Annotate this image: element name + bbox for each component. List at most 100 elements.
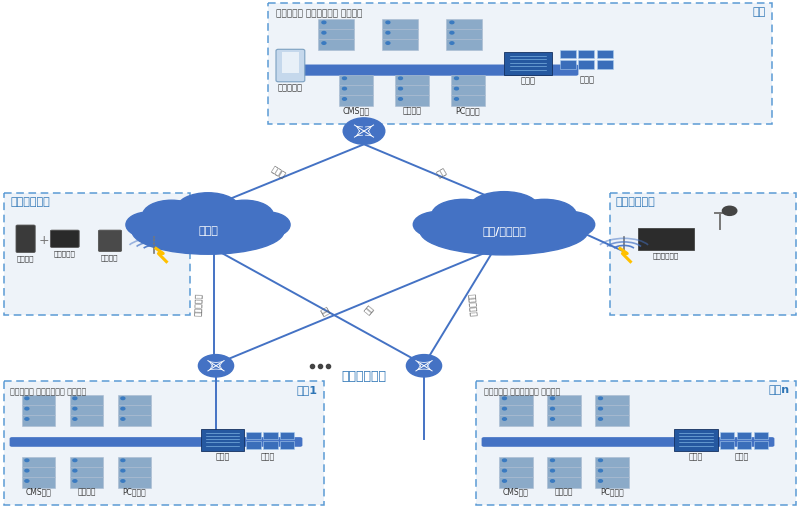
Circle shape xyxy=(550,469,554,472)
FancyBboxPatch shape xyxy=(276,49,305,82)
FancyBboxPatch shape xyxy=(246,432,261,439)
FancyBboxPatch shape xyxy=(446,40,482,50)
Text: CMS服务: CMS服务 xyxy=(503,488,529,497)
FancyBboxPatch shape xyxy=(280,432,294,439)
Text: 解码器: 解码器 xyxy=(689,452,703,461)
Circle shape xyxy=(343,118,385,144)
Text: 安卓单兵: 安卓单兵 xyxy=(17,255,34,262)
FancyBboxPatch shape xyxy=(282,52,299,73)
Text: 解码器: 解码器 xyxy=(215,452,230,461)
Circle shape xyxy=(121,418,125,420)
Text: 流媒体服务 智能分析服务 应用服务: 流媒体服务 智能分析服务 应用服务 xyxy=(276,9,362,18)
FancyBboxPatch shape xyxy=(263,441,278,449)
FancyBboxPatch shape xyxy=(318,29,354,40)
Circle shape xyxy=(386,21,390,24)
Circle shape xyxy=(121,459,125,462)
Circle shape xyxy=(25,480,29,482)
Text: 存储服务: 存储服务 xyxy=(402,107,422,116)
Circle shape xyxy=(342,77,346,80)
FancyBboxPatch shape xyxy=(118,395,151,405)
Text: 专线: 专线 xyxy=(435,166,448,179)
Circle shape xyxy=(502,459,506,462)
Text: 背包便携: 背包便携 xyxy=(101,254,118,261)
Circle shape xyxy=(73,407,77,410)
FancyBboxPatch shape xyxy=(547,478,581,488)
FancyBboxPatch shape xyxy=(578,50,594,58)
Circle shape xyxy=(322,21,326,24)
FancyBboxPatch shape xyxy=(595,457,629,467)
FancyBboxPatch shape xyxy=(547,457,581,467)
FancyBboxPatch shape xyxy=(22,467,55,478)
FancyBboxPatch shape xyxy=(754,441,768,449)
FancyBboxPatch shape xyxy=(547,416,581,426)
FancyBboxPatch shape xyxy=(246,441,261,449)
Ellipse shape xyxy=(142,200,200,230)
Text: 单兵执法监控: 单兵执法监控 xyxy=(10,197,50,207)
FancyBboxPatch shape xyxy=(382,19,418,29)
FancyBboxPatch shape xyxy=(4,381,324,505)
Circle shape xyxy=(450,31,454,34)
FancyBboxPatch shape xyxy=(451,85,485,96)
Text: 屏幕墙: 屏幕墙 xyxy=(261,452,275,461)
Text: 互联网: 互联网 xyxy=(198,226,218,236)
Circle shape xyxy=(25,418,29,420)
FancyBboxPatch shape xyxy=(720,432,734,439)
Text: CMS服务: CMS服务 xyxy=(342,107,370,116)
FancyBboxPatch shape xyxy=(597,60,613,69)
Circle shape xyxy=(502,418,506,420)
Text: 移动客户端: 移动客户端 xyxy=(278,84,303,93)
FancyBboxPatch shape xyxy=(547,395,581,405)
Circle shape xyxy=(598,407,602,410)
FancyBboxPatch shape xyxy=(446,19,482,29)
FancyBboxPatch shape xyxy=(22,416,55,426)
FancyBboxPatch shape xyxy=(560,60,576,69)
FancyBboxPatch shape xyxy=(70,395,103,405)
Circle shape xyxy=(398,98,402,100)
FancyBboxPatch shape xyxy=(482,437,774,447)
FancyBboxPatch shape xyxy=(280,441,294,449)
FancyBboxPatch shape xyxy=(118,478,151,488)
FancyBboxPatch shape xyxy=(578,60,594,69)
Circle shape xyxy=(454,87,458,90)
FancyBboxPatch shape xyxy=(674,429,718,451)
FancyBboxPatch shape xyxy=(560,50,576,58)
Ellipse shape xyxy=(420,207,588,255)
Circle shape xyxy=(550,397,554,400)
FancyBboxPatch shape xyxy=(382,40,418,50)
Text: 高院: 高院 xyxy=(752,7,766,17)
Circle shape xyxy=(121,480,125,482)
Circle shape xyxy=(598,480,602,482)
FancyBboxPatch shape xyxy=(382,29,418,40)
FancyBboxPatch shape xyxy=(50,230,79,247)
FancyBboxPatch shape xyxy=(499,416,533,426)
Text: 专线: 专线 xyxy=(318,306,331,319)
Circle shape xyxy=(386,31,390,34)
Text: 分院互联网: 分院互联网 xyxy=(466,293,478,316)
Text: 互联网: 互联网 xyxy=(270,165,287,180)
Circle shape xyxy=(550,480,554,482)
Circle shape xyxy=(386,42,390,44)
FancyBboxPatch shape xyxy=(70,405,103,416)
FancyBboxPatch shape xyxy=(395,96,429,106)
Text: +: + xyxy=(38,234,50,247)
Text: 专线: 专线 xyxy=(363,303,376,316)
FancyBboxPatch shape xyxy=(22,395,55,405)
Circle shape xyxy=(121,469,125,472)
FancyBboxPatch shape xyxy=(595,416,629,426)
Circle shape xyxy=(73,418,77,420)
FancyBboxPatch shape xyxy=(505,52,552,75)
FancyBboxPatch shape xyxy=(339,75,373,85)
FancyBboxPatch shape xyxy=(70,457,103,467)
Circle shape xyxy=(722,206,737,215)
FancyBboxPatch shape xyxy=(499,467,533,478)
FancyBboxPatch shape xyxy=(318,19,354,29)
FancyBboxPatch shape xyxy=(595,405,629,416)
Circle shape xyxy=(25,459,29,462)
Circle shape xyxy=(502,469,506,472)
FancyBboxPatch shape xyxy=(547,405,581,416)
Ellipse shape xyxy=(469,192,539,225)
Circle shape xyxy=(398,77,402,80)
Text: 外接摄像机: 外接摄像机 xyxy=(54,250,76,257)
Ellipse shape xyxy=(216,200,274,230)
FancyBboxPatch shape xyxy=(451,96,485,106)
